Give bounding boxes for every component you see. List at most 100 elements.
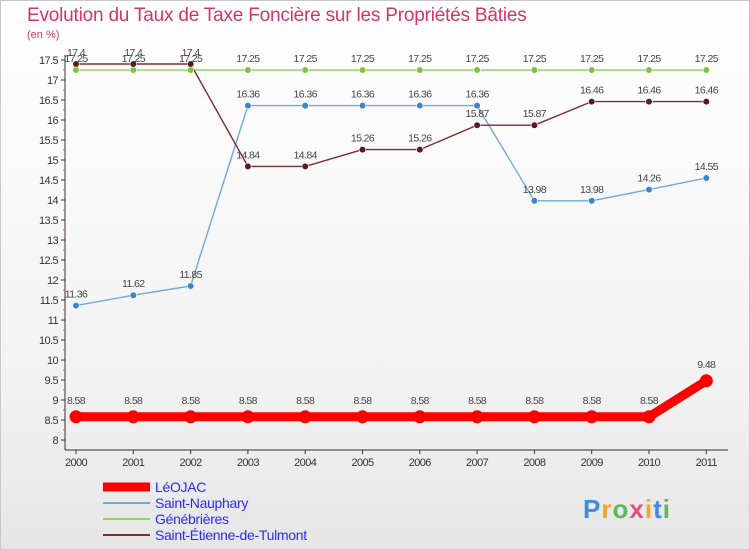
data-point — [72, 302, 80, 310]
series-markers-group — [69, 60, 713, 424]
legend-entry-label: Saint-Étienne-de-Tulmont — [155, 527, 307, 543]
data-label: 8.58 — [353, 395, 372, 407]
x-tick-label: 2000 — [65, 457, 88, 469]
y-axis-unit-label: (en %) — [27, 29, 60, 41]
series-line-1 — [75, 104, 707, 307]
x-tick-label: 2007 — [466, 457, 489, 469]
data-label: 17.25 — [580, 53, 604, 65]
x-tick-label: 2011 — [696, 457, 718, 469]
y-tick-label: 14 — [47, 195, 59, 207]
data-point — [69, 410, 83, 424]
data-point — [416, 101, 424, 110]
x-tick-label: 2004 — [294, 457, 317, 469]
data-label: 16.46 — [580, 85, 604, 97]
y-tick-label: 15.5 — [39, 135, 58, 147]
data-point — [530, 66, 539, 74]
data-point — [356, 410, 369, 424]
legend-entry-label: Génébrières — [155, 511, 229, 527]
y-tick-label: 17 — [47, 75, 59, 87]
logo-letter: o — [612, 494, 629, 524]
data-label: 17.25 — [64, 53, 88, 65]
logo-letter: r — [601, 494, 612, 524]
data-point — [702, 66, 710, 74]
data-label: 8.58 — [468, 395, 487, 407]
data-label: 15.26 — [408, 133, 432, 145]
data-label: 14.55 — [695, 161, 719, 173]
data-point — [129, 291, 137, 299]
data-point — [129, 66, 137, 74]
data-label: 14.84 — [236, 149, 260, 161]
data-point — [642, 410, 656, 424]
y-tick-label: 9 — [52, 395, 58, 407]
data-label: 16.36 — [465, 89, 489, 101]
data-point — [588, 197, 596, 205]
data-point — [530, 121, 539, 129]
data-point — [358, 101, 367, 110]
data-label: 8.58 — [525, 395, 544, 407]
y-tick-label: 11.5 — [40, 295, 59, 307]
y-tick-label: 16 — [47, 115, 59, 127]
data-point — [416, 146, 424, 154]
data-label: 17.25 — [122, 53, 146, 65]
data-label: 13.98 — [580, 184, 604, 196]
data-label: 8.58 — [182, 395, 201, 407]
data-point — [129, 60, 137, 68]
data-point — [301, 101, 309, 110]
data-point — [645, 186, 653, 194]
x-tick-label: 2010 — [638, 457, 661, 469]
data-point — [72, 66, 80, 74]
data-label: 9.48 — [697, 359, 716, 371]
legend-entry-label: Saint-Nauphary — [155, 495, 248, 511]
data-point — [645, 97, 653, 106]
series-lines-group — [71, 63, 711, 422]
x-tick-label: 2008 — [523, 457, 546, 469]
data-label: 17.25 — [695, 53, 719, 65]
data-label: 13.98 — [523, 184, 547, 196]
data-point — [244, 162, 252, 170]
y-tick-label: 13 — [47, 235, 59, 247]
data-label: 8.58 — [411, 395, 430, 407]
y-tick-label: 15 — [47, 155, 59, 167]
data-label: 16.36 — [351, 89, 375, 101]
proxiti-logo: Proxiti — [583, 494, 670, 524]
data-point — [588, 97, 596, 106]
data-label: 15.87 — [523, 108, 547, 120]
data-label: 8.58 — [239, 395, 258, 407]
y-tick-label: 8 — [52, 435, 58, 447]
data-point — [588, 66, 596, 74]
data-point — [473, 66, 481, 74]
data-label: 17.25 — [523, 53, 547, 65]
logo-letter: i — [645, 494, 653, 524]
data-label: 17.4 — [182, 47, 201, 59]
data-point — [301, 162, 309, 170]
data-point — [301, 66, 309, 74]
data-point — [244, 101, 252, 110]
data-point — [702, 97, 710, 106]
data-label: 16.46 — [637, 85, 661, 97]
logo-letter: P — [583, 494, 601, 524]
data-point — [645, 66, 653, 74]
legend-entry-label: LéOJAC — [155, 479, 206, 495]
data-point — [527, 410, 541, 424]
y-tick-label: 11 — [48, 315, 59, 327]
data-label: 17.25 — [408, 53, 432, 65]
data-label: 8.58 — [583, 395, 602, 407]
data-label: 16.36 — [408, 89, 432, 101]
data-label: 17.4 — [67, 47, 86, 59]
data-point — [187, 66, 195, 74]
x-tick-label: 2001 — [122, 457, 145, 469]
data-point — [473, 121, 481, 129]
x-tick-label: 2005 — [351, 457, 374, 469]
data-point — [699, 374, 713, 388]
data-point — [470, 410, 484, 424]
data-label: 16.36 — [236, 89, 260, 101]
logo-letter: t — [653, 494, 663, 524]
logo-letter: x — [629, 494, 644, 524]
data-label: 14.84 — [294, 149, 318, 161]
data-label: 8.58 — [124, 395, 143, 407]
data-label: 14.26 — [637, 173, 661, 185]
data-label: 8.58 — [67, 395, 86, 407]
data-label: 17.4 — [124, 47, 143, 59]
data-point — [298, 410, 312, 424]
